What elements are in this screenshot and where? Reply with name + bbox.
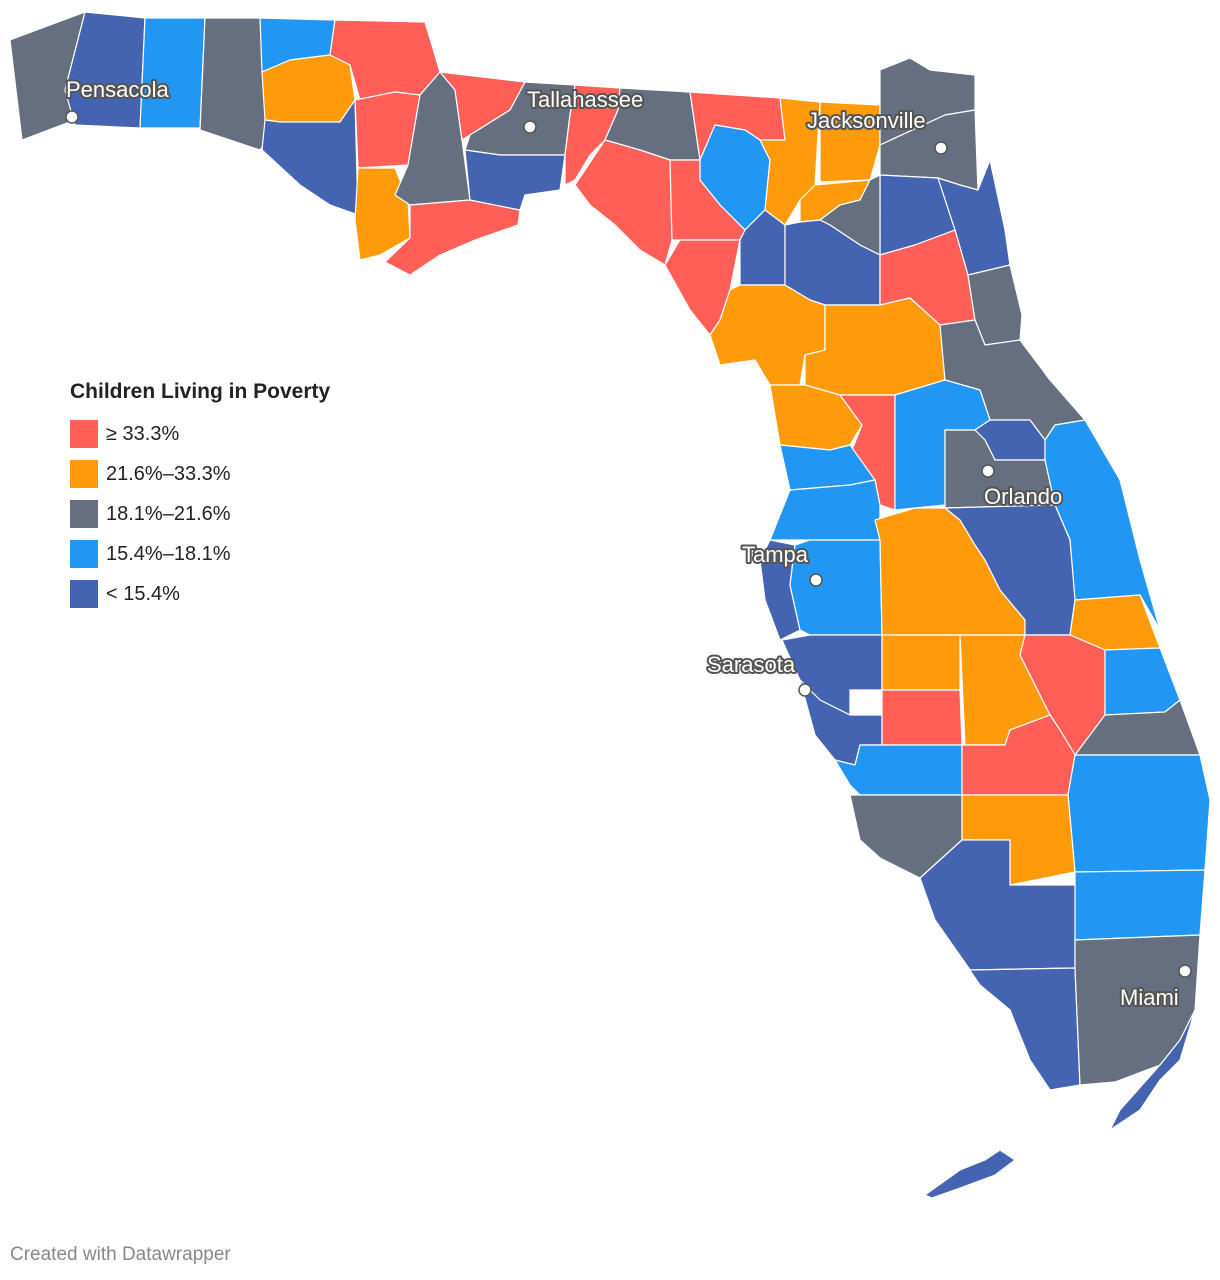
legend: Children Living in Poverty ≥ 33.3% 21.6%…: [70, 380, 330, 614]
county-taylor[interactable]: [574, 139, 673, 266]
city-label: Miami: [1120, 985, 1179, 1010]
legend-swatch: [70, 420, 98, 448]
city-dot: [934, 141, 948, 155]
city-miami[interactable]: Miami: [1118, 964, 1192, 1012]
city-dot: [1178, 964, 1192, 978]
county-marion[interactable]: [804, 297, 946, 396]
city-label: Orlando: [984, 484, 1062, 509]
legend-title: Children Living in Poverty: [70, 380, 331, 403]
city-pensacola[interactable]: Pensacola: [64, 75, 172, 124]
county-brevard[interactable]: [1044, 419, 1161, 631]
legend-swatch: [70, 500, 98, 528]
city-jacksonville[interactable]: Jacksonville: [805, 106, 948, 155]
legend-label: 21.6%–33.3%: [106, 462, 231, 485]
city-dot: [809, 573, 823, 587]
legend-item: 18.1%–21.6%: [70, 494, 330, 534]
county-manatee[interactable]: [781, 634, 883, 716]
legend-label: ≥ 33.3%: [106, 422, 180, 445]
county-hardee[interactable]: [881, 634, 961, 691]
city-tampa[interactable]: Tampa: [740, 540, 823, 587]
county-broward[interactable]: [1074, 869, 1206, 941]
city-orlando[interactable]: Orlando: [981, 464, 1064, 511]
legend-item: ≥ 33.3%: [70, 414, 330, 454]
county-desoto[interactable]: [881, 689, 963, 746]
county-monroe-mainland[interactable]: [934, 919, 1081, 1091]
city-dot: [523, 120, 537, 134]
legend-label: 15.4%–18.1%: [106, 542, 231, 565]
legend-swatch: [70, 460, 98, 488]
city-label: Tallahassee: [527, 87, 643, 112]
county-palm-beach[interactable]: [1067, 754, 1211, 873]
county-okaloosa[interactable]: [139, 17, 206, 129]
legend-label: 18.1%–21.6%: [106, 502, 231, 525]
county-baker[interactable]: [819, 101, 881, 183]
county-wakulla[interactable]: [464, 149, 566, 211]
legend-item: 15.4%–18.1%: [70, 534, 330, 574]
city-sarasota[interactable]: Sarasota: [705, 650, 812, 697]
florida-keys[interactable]: [924, 1149, 1016, 1199]
city-dot: [981, 464, 995, 478]
florida-keys-upper[interactable]: [1109, 1009, 1196, 1131]
legend-label: < 15.4%: [106, 582, 180, 605]
county-martin[interactable]: [1074, 699, 1201, 756]
city-label: Tampa: [742, 542, 809, 567]
city-dot: [65, 110, 79, 124]
city-label: Pensacola: [66, 77, 170, 102]
legend-swatch: [70, 580, 98, 608]
city-label: Jacksonville: [807, 108, 926, 133]
legend-item: 21.6%–33.3%: [70, 454, 330, 494]
county-miami-dade[interactable]: [1074, 934, 1201, 1086]
county-osceola[interactable]: [944, 504, 1076, 636]
city-dot: [798, 683, 812, 697]
county-pasco[interactable]: [769, 479, 881, 541]
legend-item: < 15.4%: [70, 574, 330, 614]
county-santa-rosa[interactable]: [64, 11, 146, 129]
credit-text: Created with Datawrapper: [10, 1244, 231, 1265]
city-label: Sarasota: [707, 652, 796, 677]
legend-swatch: [70, 540, 98, 568]
county-st-lucie[interactable]: [1104, 647, 1181, 716]
city-tallahassee[interactable]: Tallahassee: [523, 85, 645, 134]
